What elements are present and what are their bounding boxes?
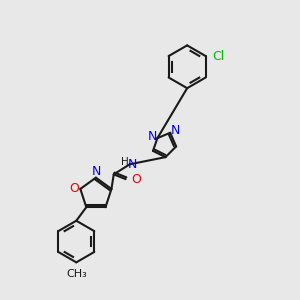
Text: O: O — [132, 173, 141, 186]
Text: H: H — [122, 157, 129, 167]
Text: N: N — [170, 124, 180, 137]
Text: Cl: Cl — [212, 50, 224, 63]
Text: O: O — [70, 182, 80, 195]
Text: N: N — [148, 130, 157, 143]
Text: N: N — [92, 165, 101, 178]
Text: N: N — [128, 158, 137, 171]
Text: CH₃: CH₃ — [66, 269, 87, 279]
